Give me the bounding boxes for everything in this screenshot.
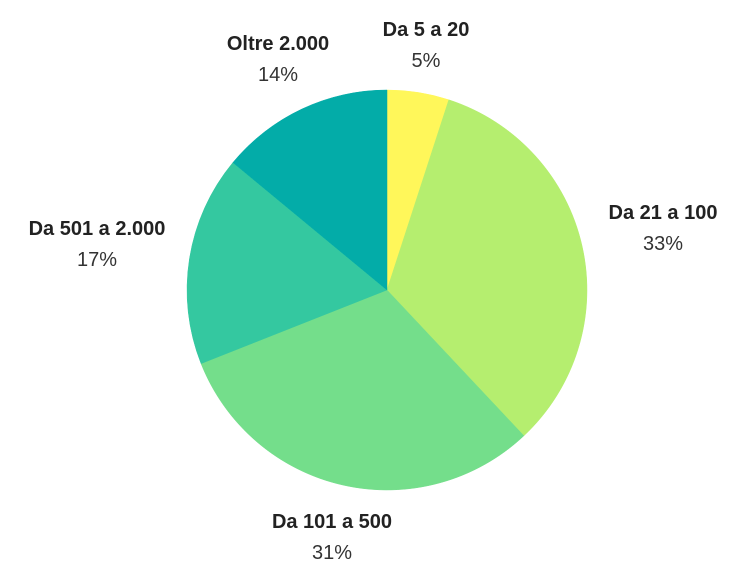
- slice-label-group-4: Da 501 a 2.000 17%: [29, 218, 166, 271]
- pie-slice-2: [386, 99, 588, 437]
- slice-label-2: Da 21 a 100: [609, 202, 718, 224]
- slice-label-5: Oltre 2.000: [227, 33, 329, 55]
- pie-slice-5: [232, 89, 388, 291]
- slice-label-3: Da 101 a 500: [272, 511, 392, 533]
- slice-label-group-1: Da 5 a 20 5%: [383, 19, 470, 72]
- pie-slice-3: [200, 289, 525, 491]
- slice-label-1: Da 5 a 20: [383, 19, 470, 41]
- slice-label-group-2: Da 21 a 100 33%: [609, 202, 718, 255]
- slice-percent-4: 17%: [77, 249, 117, 271]
- slice-percent-5: 14%: [258, 64, 298, 86]
- slice-label-4: Da 501 a 2.000: [29, 218, 166, 240]
- pie-slice-4: [186, 162, 388, 364]
- slice-percent-2: 33%: [643, 233, 683, 255]
- slice-label-group-3: Da 101 a 500 31%: [272, 511, 392, 564]
- slice-percent-3: 31%: [312, 542, 352, 564]
- slice-label-group-5: Oltre 2.000 14%: [227, 33, 329, 86]
- slice-percent-1: 5%: [412, 50, 441, 72]
